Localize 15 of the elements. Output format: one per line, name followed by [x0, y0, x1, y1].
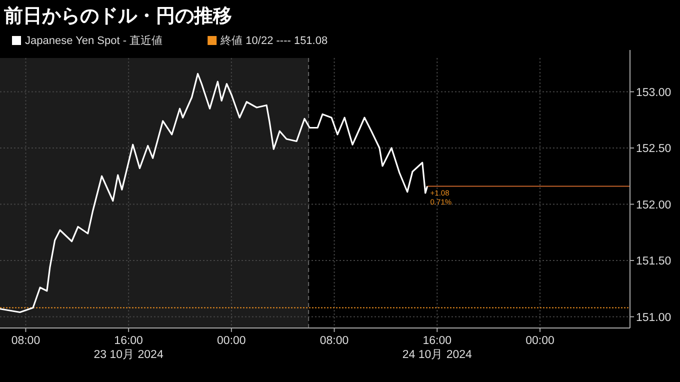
- x-tick-label: 16:00 23 10月 2024: [94, 335, 164, 361]
- legend-label: 終値 10/22 ---- 151.08: [220, 35, 328, 47]
- x-tick-label: 00:00: [217, 335, 246, 347]
- y-tick-label: 153.00: [636, 86, 672, 99]
- y-tick-label: 151.00: [636, 312, 672, 324]
- x-tick-label: 16:00 24 10月 2024: [402, 335, 473, 361]
- y-tick-label: 152.00: [636, 199, 672, 212]
- legend-label: Japanese Yen Spot - 直近値: [25, 34, 163, 47]
- y-tick-label: 152.50: [636, 143, 672, 155]
- line-series: [0, 72, 428, 314]
- x-tick-label: 08:00: [11, 335, 40, 347]
- x-tick-label: 00:00: [526, 335, 554, 347]
- chart-title: 前日からのドル・円の推移: [3, 5, 232, 27]
- y-tick-label: 151.50: [636, 256, 672, 268]
- x-tick-label: 08:00: [320, 335, 349, 347]
